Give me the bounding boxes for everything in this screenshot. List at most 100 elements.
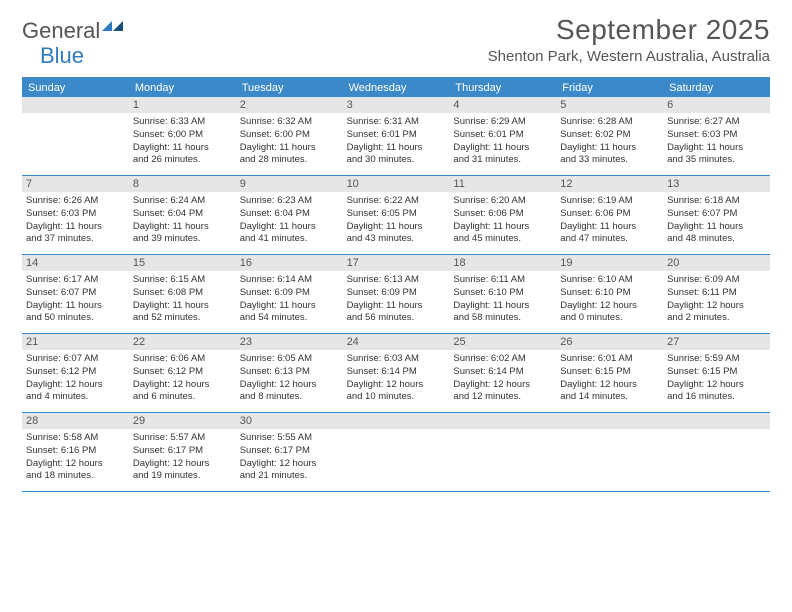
cell-detail-line: and 58 minutes. xyxy=(453,312,552,325)
calendar-cell: 9Sunrise: 6:23 AMSunset: 6:04 PMDaylight… xyxy=(236,176,343,254)
day-number xyxy=(663,413,770,429)
cell-detail-line: Daylight: 11 hours xyxy=(560,142,659,155)
calendar-cell: 17Sunrise: 6:13 AMSunset: 6:09 PMDayligh… xyxy=(343,255,450,333)
cell-detail-line: Sunrise: 6:23 AM xyxy=(240,195,339,208)
cell-detail-line: and 50 minutes. xyxy=(26,312,125,325)
calendar-cell: 28Sunrise: 5:58 AMSunset: 6:16 PMDayligh… xyxy=(22,413,129,491)
cell-detail-line: Daylight: 12 hours xyxy=(133,458,232,471)
cell-detail-line: Sunrise: 6:20 AM xyxy=(453,195,552,208)
day-number: 12 xyxy=(556,176,663,192)
cell-detail-line: Sunrise: 5:59 AM xyxy=(667,353,766,366)
logo: General xyxy=(22,18,102,44)
cell-detail-line: Daylight: 12 hours xyxy=(240,379,339,392)
day-number: 7 xyxy=(22,176,129,192)
cell-detail-line: Daylight: 11 hours xyxy=(667,142,766,155)
cell-detail-line: Daylight: 12 hours xyxy=(133,379,232,392)
day-number: 21 xyxy=(22,334,129,350)
cell-detail-line: Sunrise: 6:15 AM xyxy=(133,274,232,287)
cell-detail-line: and 21 minutes. xyxy=(240,470,339,483)
day-number: 20 xyxy=(663,255,770,271)
day-number: 26 xyxy=(556,334,663,350)
calendar-cell xyxy=(343,413,450,491)
calendar-cell: 3Sunrise: 6:31 AMSunset: 6:01 PMDaylight… xyxy=(343,97,450,175)
cell-detail-line: Sunrise: 6:07 AM xyxy=(26,353,125,366)
calendar-cell xyxy=(663,413,770,491)
cell-detail-line: Sunset: 6:04 PM xyxy=(133,208,232,221)
calendar-cell: 14Sunrise: 6:17 AMSunset: 6:07 PMDayligh… xyxy=(22,255,129,333)
cell-detail-line: and 12 minutes. xyxy=(453,391,552,404)
cell-detail-line: Sunset: 6:12 PM xyxy=(133,366,232,379)
cell-detail-line: Daylight: 12 hours xyxy=(26,379,125,392)
cell-detail-line: Daylight: 12 hours xyxy=(667,379,766,392)
cell-detail-line: Sunset: 6:15 PM xyxy=(667,366,766,379)
cell-detail-line: Daylight: 11 hours xyxy=(133,221,232,234)
calendar-cell: 18Sunrise: 6:11 AMSunset: 6:10 PMDayligh… xyxy=(449,255,556,333)
cell-detail-line: and 30 minutes. xyxy=(347,154,446,167)
cell-detail-line: Daylight: 12 hours xyxy=(240,458,339,471)
cell-detail-line: and 16 minutes. xyxy=(667,391,766,404)
cell-detail-line: Sunset: 6:16 PM xyxy=(26,445,125,458)
cell-detail-line: Sunrise: 6:10 AM xyxy=(560,274,659,287)
cell-detail-line: Sunset: 6:12 PM xyxy=(26,366,125,379)
cell-detail-line: Daylight: 11 hours xyxy=(453,300,552,313)
cell-detail-line: Sunrise: 6:14 AM xyxy=(240,274,339,287)
day-number: 15 xyxy=(129,255,236,271)
cell-detail-line: Sunset: 6:06 PM xyxy=(560,208,659,221)
cell-detail-line: and 47 minutes. xyxy=(560,233,659,246)
day-number: 8 xyxy=(129,176,236,192)
cell-detail-line: Sunrise: 6:02 AM xyxy=(453,353,552,366)
calendar-week: 21Sunrise: 6:07 AMSunset: 6:12 PMDayligh… xyxy=(22,334,770,413)
cell-detail-line: Daylight: 12 hours xyxy=(560,300,659,313)
day-number: 27 xyxy=(663,334,770,350)
cell-detail-line: Daylight: 11 hours xyxy=(240,300,339,313)
calendar-cell: 21 Sunrise: 6:07 AMSunset: 6:12 PMDayligh… xyxy=(22,334,129,412)
calendar-cell: 26Sunrise: 6:01 AMSunset: 6:15 PMDayligh… xyxy=(556,334,663,412)
day-number: 16 xyxy=(236,255,343,271)
calendar-week: 7Sunrise: 6:26 AMSunset: 6:03 PMDaylight… xyxy=(22,176,770,255)
cell-detail-line: and 37 minutes. xyxy=(26,233,125,246)
cell-detail-line: Sunset: 6:03 PM xyxy=(26,208,125,221)
day-number: 11 xyxy=(449,176,556,192)
day-number xyxy=(343,413,450,429)
cell-detail-line: Daylight: 11 hours xyxy=(453,142,552,155)
cell-detail-line: Sunrise: 6:27 AM xyxy=(667,116,766,129)
calendar-cell: 1Sunrise: 6:33 AMSunset: 6:00 PMDaylight… xyxy=(129,97,236,175)
cell-detail-line: Sunrise: 6:11 AM xyxy=(453,274,552,287)
cell-detail-line: Sunset: 6:10 PM xyxy=(453,287,552,300)
cell-detail-line: Sunset: 6:11 PM xyxy=(667,287,766,300)
cell-detail-line: Sunset: 6:13 PM xyxy=(240,366,339,379)
cell-detail-line: Sunrise: 5:57 AM xyxy=(133,432,232,445)
cell-detail-line: Sunrise: 6:22 AM xyxy=(347,195,446,208)
cell-detail-line: and 2 minutes. xyxy=(667,312,766,325)
cell-detail-line: and 8 minutes. xyxy=(240,391,339,404)
calendar-cell: 15Sunrise: 6:15 AMSunset: 6:08 PMDayligh… xyxy=(129,255,236,333)
day-number: 25 xyxy=(449,334,556,350)
day-number xyxy=(556,413,663,429)
cell-detail-line: Sunrise: 6:09 AM xyxy=(667,274,766,287)
day-header-cell: Sunday xyxy=(22,79,129,97)
calendar-cell: 22 Sunrise: 6:06 AMSunset: 6:12 PMDayligh… xyxy=(129,334,236,412)
cell-detail-line: Sunset: 6:08 PM xyxy=(133,287,232,300)
cell-detail-line: Daylight: 12 hours xyxy=(560,379,659,392)
cell-detail-line: Daylight: 12 hours xyxy=(347,379,446,392)
calendar-cell: 12Sunrise: 6:19 AMSunset: 6:06 PMDayligh… xyxy=(556,176,663,254)
cell-detail-line: Sunset: 6:14 PM xyxy=(453,366,552,379)
cell-detail-line: Daylight: 11 hours xyxy=(347,300,446,313)
day-number: 14 xyxy=(22,255,129,271)
cell-detail-line: Sunrise: 5:58 AM xyxy=(26,432,125,445)
calendar-cell: 30Sunrise: 5:55 AMSunset: 6:17 PMDayligh… xyxy=(236,413,343,491)
cell-detail-line: Sunset: 6:06 PM xyxy=(453,208,552,221)
logo-flag-icon xyxy=(102,19,124,33)
cell-detail-line: Sunset: 6:00 PM xyxy=(240,129,339,142)
cell-detail-line: Sunrise: 6:06 AM xyxy=(133,353,232,366)
day-header-cell: Thursday xyxy=(449,79,556,97)
cell-detail-line: Daylight: 11 hours xyxy=(240,221,339,234)
cell-detail-line: Sunrise: 6:18 AM xyxy=(667,195,766,208)
cell-detail-line: Sunrise: 6:28 AM xyxy=(560,116,659,129)
cell-detail-line: Sunrise: 6:01 AM xyxy=(560,353,659,366)
calendar-week: 14Sunrise: 6:17 AMSunset: 6:07 PMDayligh… xyxy=(22,255,770,334)
day-number: 22 xyxy=(129,334,236,350)
cell-detail-line: Sunset: 6:04 PM xyxy=(240,208,339,221)
cell-detail-line: Sunrise: 6:31 AM xyxy=(347,116,446,129)
page-title: September 2025 xyxy=(488,14,770,46)
